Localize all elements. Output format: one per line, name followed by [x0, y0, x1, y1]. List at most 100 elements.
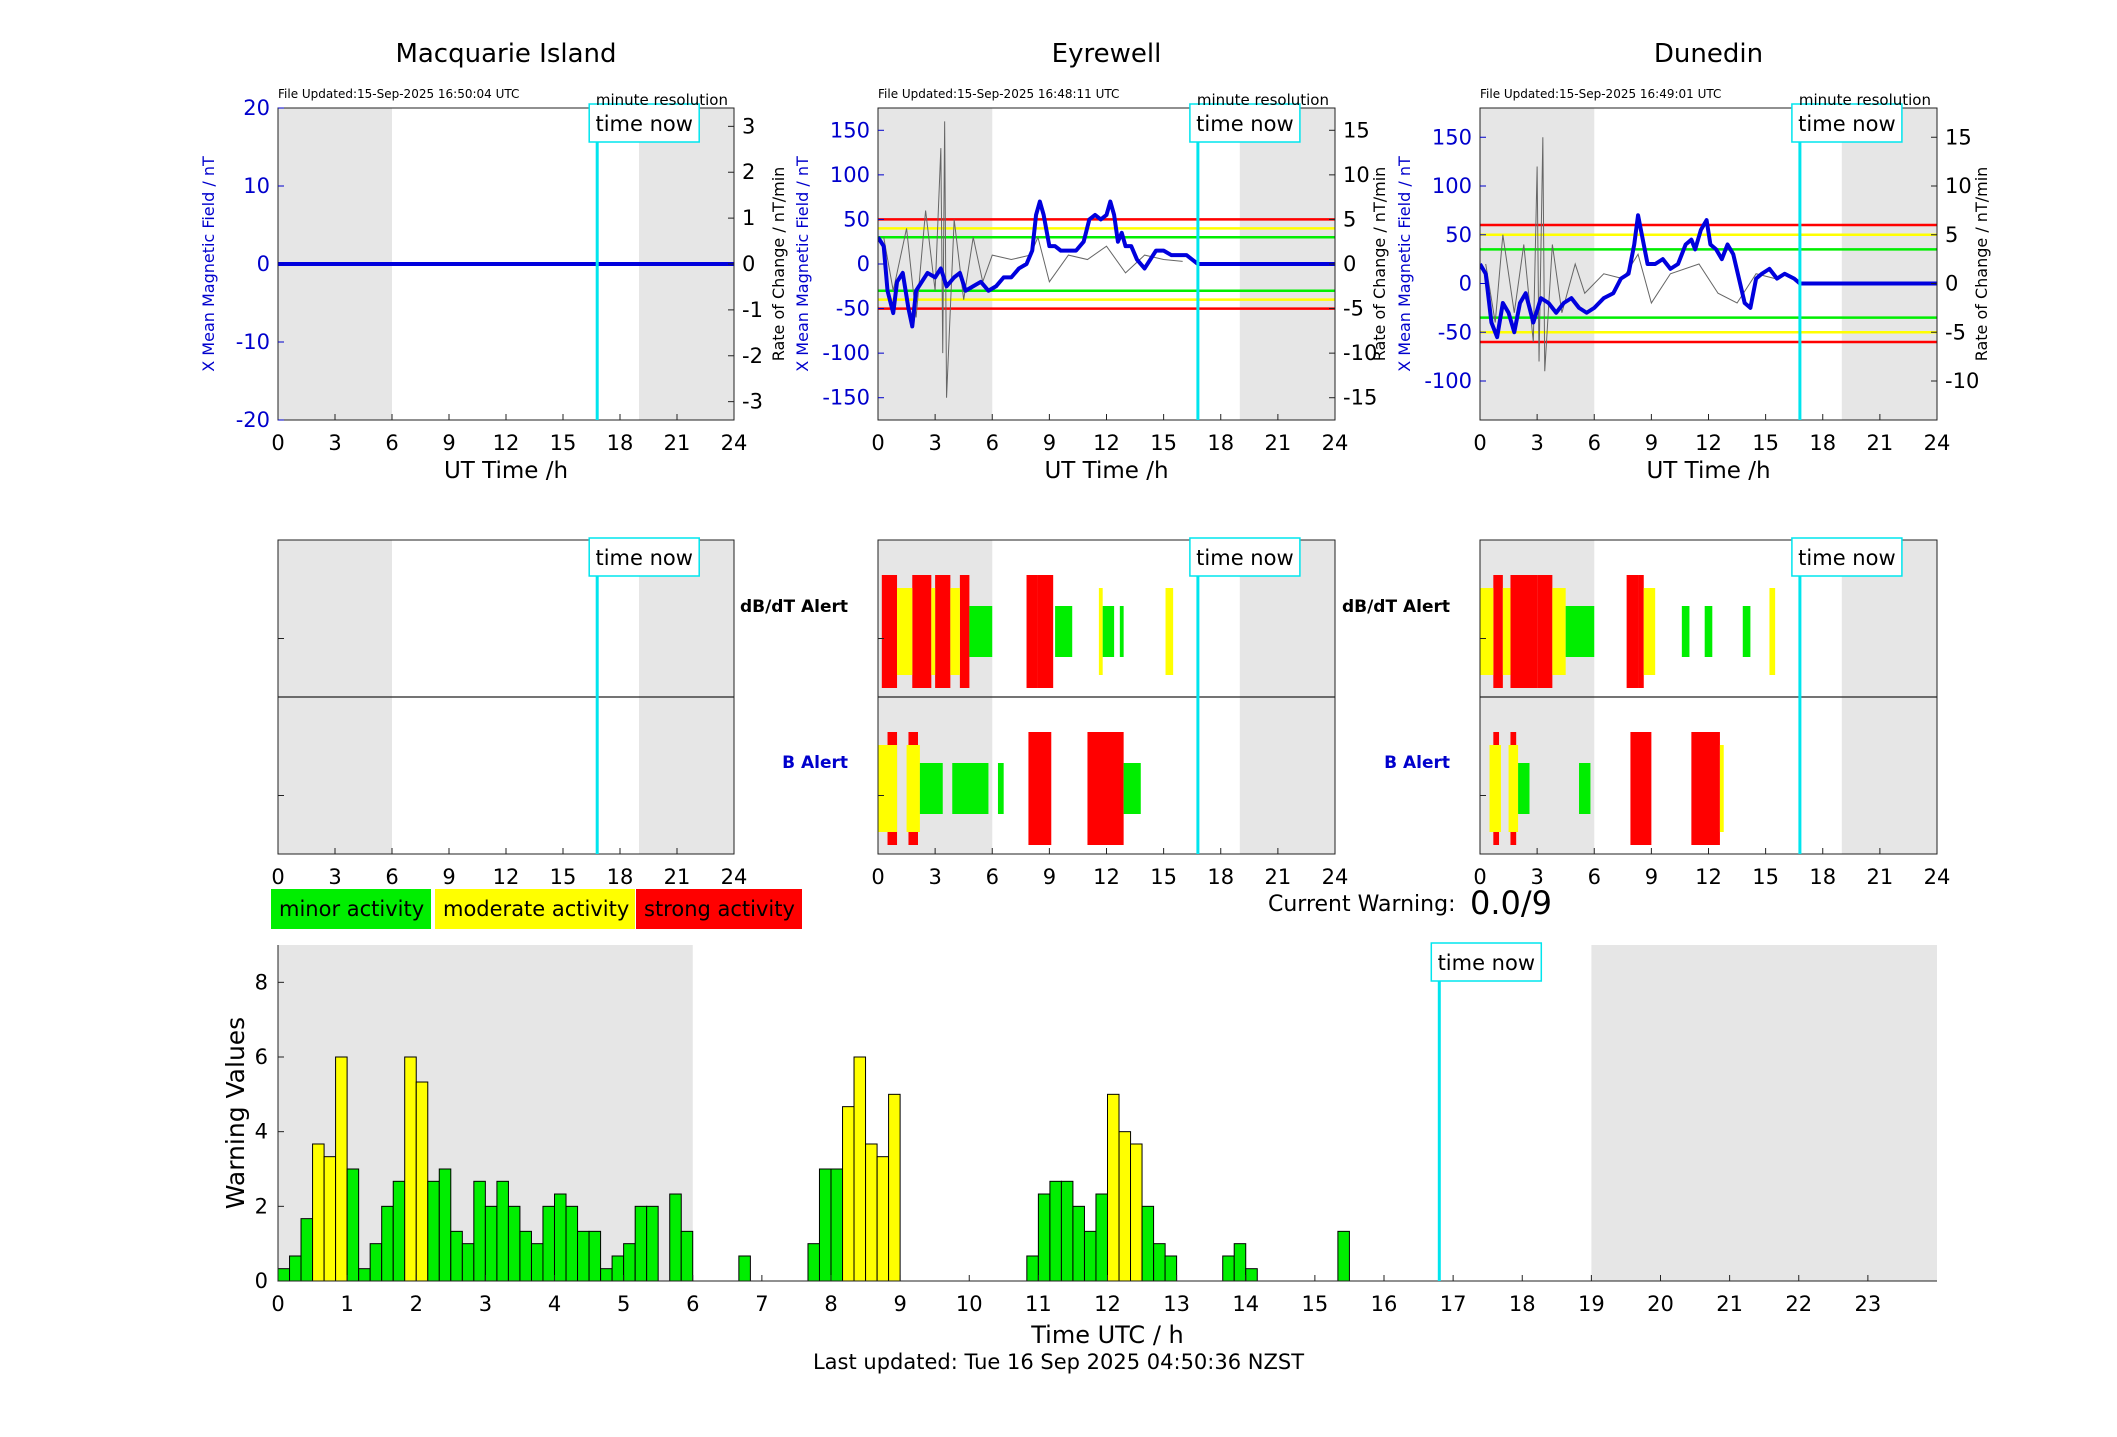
x-tick-label: 24: [1322, 865, 1349, 889]
file-updated-label: File Updated:15-Sep-2025 16:48:11 UTC: [878, 87, 1119, 101]
y-left-axis-label: X Mean Magnetic Field / nT: [1395, 156, 1414, 372]
b-alert-block: [1028, 732, 1052, 845]
time-now-box: [1430, 942, 1543, 982]
x-tick-label: 15: [1150, 431, 1177, 455]
x-tick-label: 13: [1163, 1292, 1190, 1316]
b-alert-block: [1630, 732, 1652, 845]
x-tick-label: 24: [1924, 865, 1951, 889]
warning-bar: [323, 1156, 337, 1282]
y-right-axis-label: Rate of Change / nT/min: [769, 167, 788, 362]
warning-bar: [1222, 1255, 1235, 1282]
y-left-tick-label: 0: [1459, 272, 1472, 296]
time-now-label: time now: [1438, 951, 1535, 975]
x-tick-label: 21: [664, 431, 691, 455]
x-tick-label: 24: [721, 865, 748, 889]
warning-bar: [519, 1230, 532, 1282]
warning-bar: [300, 1218, 314, 1282]
dbdt-alert-block: [1102, 606, 1115, 657]
warning-bar: [577, 1230, 590, 1282]
x-tick-label: 21: [1716, 1292, 1743, 1316]
y-left-tick-label: 10: [243, 174, 270, 198]
warning-bar: [1083, 1230, 1097, 1282]
y-right-axis-label: Rate of Change / nT/min: [1972, 167, 1991, 362]
dbdt-alert-block: [1480, 588, 1494, 675]
file-updated-label: File Updated:15-Sep-2025 16:50:04 UTC: [278, 87, 519, 101]
warning-bar: [1118, 1131, 1132, 1282]
b-alert-label: B Alert: [782, 753, 848, 773]
warning-bar: [496, 1180, 509, 1282]
x-tick-label: 18: [607, 431, 634, 455]
dbdt-alert-block: [912, 575, 932, 688]
x-axis-label: UT Time /h: [1646, 458, 1770, 484]
warning-bar: [623, 1243, 636, 1282]
warning-bar: [335, 1056, 348, 1282]
x-tick-label: 11: [1025, 1292, 1052, 1316]
night-shade: [1841, 108, 1937, 420]
y-left-tick-label: 100: [830, 163, 870, 187]
y-left-tick-label: 150: [1432, 125, 1472, 149]
rate-of-change-series: [883, 121, 1183, 398]
warning-bar: [312, 1143, 325, 1282]
warning-bar: [404, 1056, 417, 1282]
x-tick-label: 0: [271, 865, 284, 889]
y-left-axis-label: X Mean Magnetic Field / nT: [199, 156, 218, 372]
time-now-box: [588, 537, 700, 577]
x-tick-label: 20: [1647, 1292, 1674, 1316]
x-tick-label: 18: [1809, 431, 1836, 455]
y-tick-label: 8: [255, 970, 268, 994]
x-tick-label: 21: [1867, 865, 1894, 889]
y-axis-label: Warning Values: [221, 1017, 250, 1209]
x-tick-label: 3: [928, 431, 941, 455]
x-tick-label: 15: [1752, 865, 1779, 889]
x-tick-label: 15: [1752, 431, 1779, 455]
legend-moderate-label: moderate activity: [443, 897, 630, 921]
x-tick-label: 6: [385, 431, 398, 455]
y-left-tick-label: 50: [1445, 223, 1472, 247]
time-now-label: time now: [1196, 546, 1293, 570]
warning-bar: [738, 1255, 751, 1282]
y-right-tick-label: 0: [742, 252, 755, 276]
y-left-tick-label: -50: [836, 297, 870, 321]
x-tick-label: 3: [1530, 431, 1543, 455]
time-now-label: time now: [595, 546, 692, 570]
b-alert-label: B Alert: [1384, 753, 1450, 773]
x-tick-label: 15: [1150, 865, 1177, 889]
b-alert-block: [1489, 745, 1501, 832]
warning-bar: [1245, 1268, 1258, 1282]
y-left-tick-label: 100: [1432, 174, 1472, 198]
dbdt-alert-block: [1681, 606, 1690, 657]
y-right-tick-label: 10: [1945, 174, 1972, 198]
y-right-tick-label: 0: [1343, 252, 1356, 276]
x-tick-label: 9: [1043, 431, 1056, 455]
x-tick-label: 9: [893, 1292, 906, 1316]
x-tick-label: 21: [664, 865, 691, 889]
dbdt-alert-block: [931, 588, 936, 675]
dbdt-alert-block: [950, 588, 960, 675]
last-updated-footer: Last updated: Tue 16 Sep 2025 04:50:36 N…: [812, 1350, 1305, 1374]
warning-bar: [507, 1205, 521, 1282]
y-tick-label: 0: [255, 1269, 268, 1293]
b-alert-block: [919, 763, 943, 814]
y-left-tick-label: -100: [1424, 369, 1472, 393]
y-right-tick-label: 5: [1343, 207, 1356, 231]
x-tick-label: 5: [617, 1292, 630, 1316]
b-alert-block: [997, 763, 1004, 814]
plot-title: Dunedin: [1654, 39, 1763, 69]
x-tick-label: 0: [871, 865, 884, 889]
x-tick-label: 6: [1588, 431, 1601, 455]
dbdt-alert-block: [1510, 575, 1538, 688]
y-right-tick-label: 5: [1945, 223, 1958, 247]
warning-bar: [1164, 1255, 1178, 1282]
x-tick-label: 22: [1785, 1292, 1812, 1316]
warning-bar: [588, 1230, 602, 1282]
x-tick-label: 21: [1265, 431, 1292, 455]
warning-bar: [1060, 1180, 1074, 1282]
warning-bar: [634, 1205, 648, 1282]
y-left-tick-label: -150: [822, 386, 870, 410]
x-tick-label: 8: [824, 1292, 837, 1316]
x-tick-label: 24: [1924, 431, 1951, 455]
x-tick-label: 6: [686, 1292, 699, 1316]
rate-of-change-series: [1485, 137, 1776, 372]
